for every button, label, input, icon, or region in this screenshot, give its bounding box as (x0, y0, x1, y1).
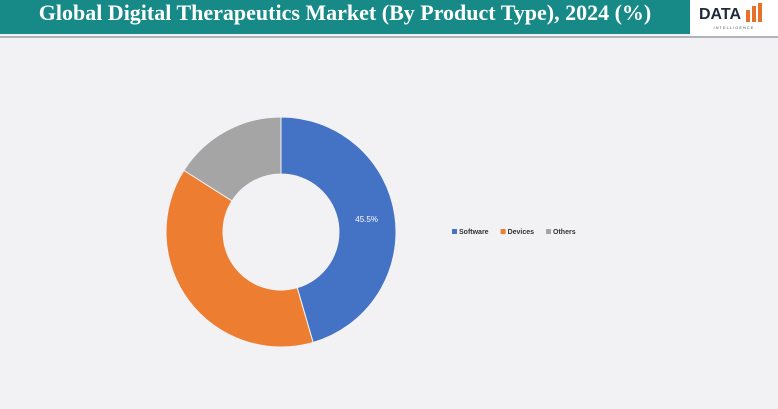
legend-label: Devices (508, 229, 535, 236)
legend-label: Others (553, 229, 576, 236)
logo-bars (746, 3, 762, 22)
legend-swatch (500, 229, 506, 234)
data-label: 45.5% (355, 215, 378, 224)
donut-slice (183, 116, 282, 202)
logo-text: DATA (699, 6, 742, 23)
chart: 45.5% Software Devices Others (165, 116, 576, 348)
logo-box (690, 0, 778, 36)
header-bar (0, 0, 690, 34)
legend-swatch (546, 229, 552, 234)
logo-subtext: INTELLIGENCE (714, 25, 755, 30)
legend-swatch (452, 229, 457, 234)
legend-label: Software (459, 229, 489, 236)
donut-slice (280, 116, 397, 344)
chart-title: Global Digital Therapeutics Market (By P… (39, 0, 652, 25)
donut-slice (165, 169, 314, 348)
